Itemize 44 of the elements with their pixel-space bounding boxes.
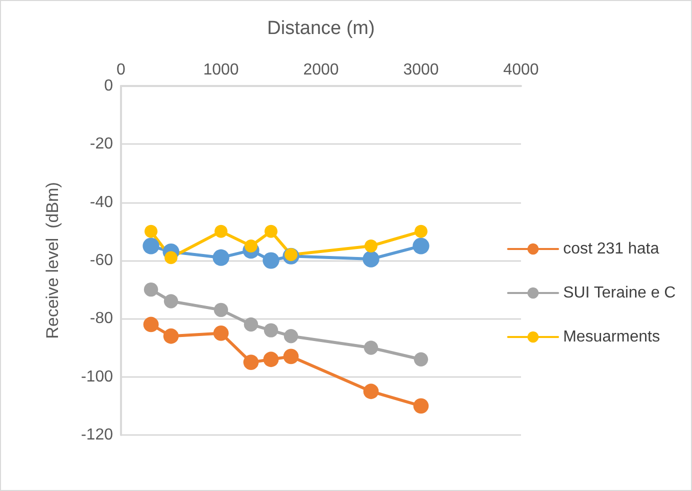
point [143, 316, 159, 332]
y-tick-label: -60 [90, 252, 114, 269]
point [212, 249, 230, 266]
y-tick-label: 0 [104, 78, 114, 94]
point [263, 352, 279, 368]
y-axis-title: Receive level (dBm) [43, 182, 62, 339]
point [214, 302, 228, 318]
legend-label: cost 231 hata [563, 240, 660, 258]
point [414, 224, 428, 238]
point [214, 224, 228, 238]
point [142, 238, 160, 254]
x-tick-label: 1000 [203, 62, 239, 78]
point [144, 224, 158, 238]
point [243, 354, 259, 370]
point [164, 251, 178, 264]
x-tick-label: 2000 [303, 62, 339, 78]
point [264, 224, 278, 238]
point [244, 317, 258, 332]
y-tick-label: -120 [80, 426, 114, 444]
point [284, 329, 298, 344]
x-tick-label: 0 [116, 62, 126, 78]
legend-label: SUI Teraine e C [563, 284, 676, 302]
point [364, 340, 378, 355]
y-tick-label: -100 [80, 368, 114, 386]
point [413, 398, 429, 414]
point [412, 238, 430, 254]
point [264, 323, 278, 338]
point [144, 282, 158, 297]
x-tick-label: 3000 [403, 62, 439, 78]
point [164, 294, 178, 308]
point [363, 384, 379, 400]
point [364, 239, 378, 252]
y-tick-label: -80 [90, 310, 114, 328]
point [362, 250, 380, 268]
point [262, 252, 280, 269]
x-axis-title: Distance (m) [267, 18, 375, 39]
x-tick-label: 4000 [503, 62, 539, 78]
point [283, 348, 299, 364]
y-tick-label: -20 [90, 136, 114, 153]
legend-label: Mesuarments [563, 328, 660, 346]
point [213, 326, 229, 341]
y-tick-label: -40 [90, 194, 114, 211]
point [414, 352, 428, 366]
point [163, 328, 179, 344]
